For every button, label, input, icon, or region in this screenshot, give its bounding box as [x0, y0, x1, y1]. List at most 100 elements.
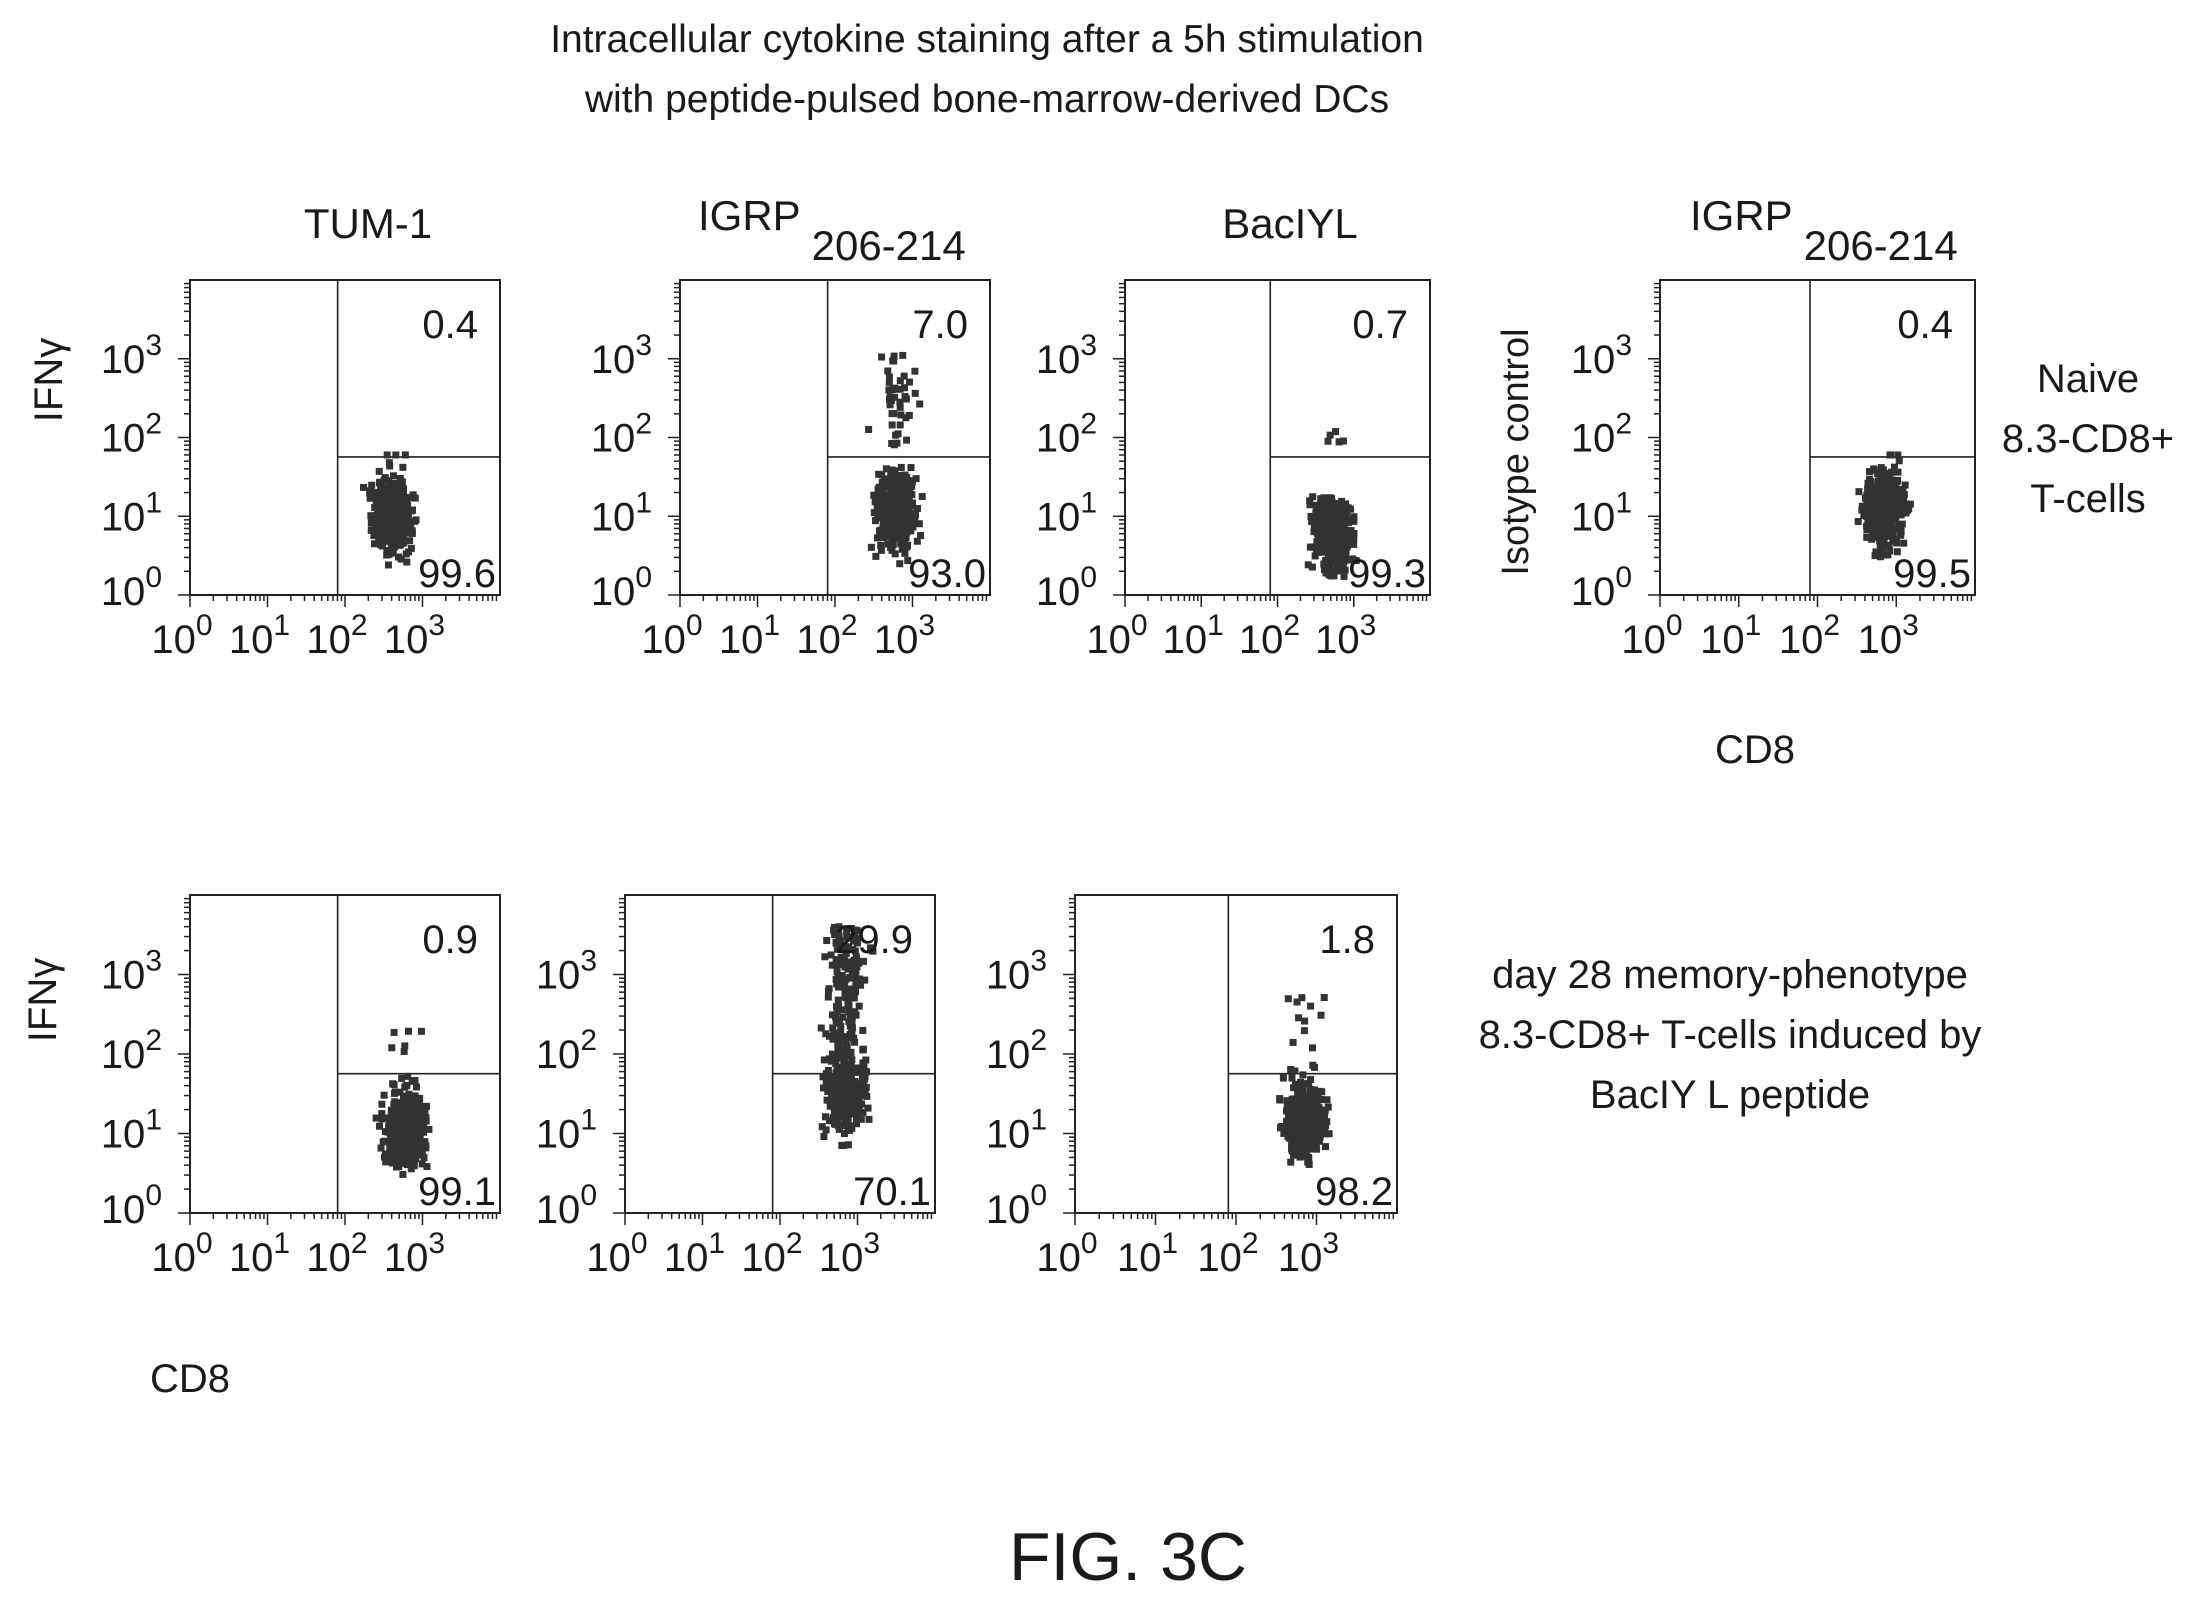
event-dot [1317, 1011, 1325, 1019]
event-dot [847, 1080, 855, 1088]
event-dot [397, 1159, 405, 1167]
event-dot [1874, 470, 1882, 478]
event-dot [387, 1131, 395, 1139]
event-dot [1888, 489, 1896, 497]
event-dot [1902, 509, 1910, 517]
y-tick-label: 100 [101, 561, 162, 614]
event-dot [1349, 555, 1357, 563]
figure-title-line2: with peptide-pulsed bone-marrow-derived … [584, 78, 1389, 121]
event-dot [403, 1081, 411, 1089]
event-dot [1299, 1085, 1307, 1093]
event-dot [901, 538, 909, 546]
event-dot [1313, 523, 1321, 531]
event-dot [1292, 1082, 1300, 1090]
event-dot [1332, 428, 1340, 436]
y-tick-label: 101 [986, 1104, 1047, 1157]
event-dot [1283, 1097, 1291, 1105]
event-dot [1316, 1095, 1324, 1103]
x-tick-label: 100 [151, 1227, 212, 1280]
event-dot [1297, 1121, 1305, 1129]
event-dot [1291, 1138, 1299, 1146]
event-dot [398, 518, 406, 526]
event-dot [422, 1114, 430, 1122]
event-dot [1288, 1140, 1296, 1148]
event-dot [1319, 541, 1327, 549]
event-dot [390, 1089, 398, 1097]
event-dot [383, 1128, 391, 1136]
quadrant-lower-right-value: 99.5 [1893, 552, 1971, 596]
event-dot [838, 1082, 846, 1090]
event-dot [853, 939, 861, 947]
event-dot [906, 487, 914, 495]
event-dot [1289, 1112, 1297, 1120]
event-dot [900, 529, 908, 537]
event-dot [402, 1134, 410, 1142]
x-tick-label: 103 [1315, 609, 1376, 662]
event-dot [870, 509, 878, 517]
event-dot [913, 504, 921, 512]
event-dot [407, 1123, 415, 1131]
event-dot [863, 1092, 871, 1100]
event-dot [385, 499, 393, 507]
event-dot [878, 353, 886, 361]
event-dot [823, 1082, 831, 1090]
event-dot [1892, 525, 1900, 533]
event-dot [377, 1144, 385, 1152]
event-dot [818, 1123, 826, 1131]
event-dot [886, 532, 894, 540]
event-dot [847, 1060, 855, 1068]
event-dot [834, 996, 842, 1004]
event-dot [1305, 1107, 1313, 1115]
event-dot [903, 543, 911, 551]
event-dot [833, 968, 841, 976]
event-dot [381, 514, 389, 522]
event-dot [896, 385, 904, 393]
event-dot [1330, 518, 1338, 526]
event-dot [1288, 1145, 1296, 1153]
y-tick-label: 103 [1571, 329, 1632, 382]
event-dot [887, 494, 895, 502]
event-dot [859, 1108, 867, 1116]
event-dot [903, 520, 911, 528]
event-dot [400, 500, 408, 508]
event-dot [411, 1092, 419, 1100]
event-dot [1894, 451, 1902, 459]
event-dot [1866, 468, 1874, 476]
event-dot [389, 1148, 397, 1156]
quadrant-lower-right-value: 99.1 [418, 1170, 496, 1214]
event-dot [400, 1111, 408, 1119]
event-dot [390, 1028, 398, 1036]
event-dot [1350, 534, 1358, 542]
event-dot [1312, 1088, 1320, 1096]
event-dot [1341, 518, 1349, 526]
column-label-igrp-sub: 206-214 [812, 222, 966, 269]
event-dot [857, 981, 865, 989]
event-dot [832, 1013, 840, 1021]
event-dot [887, 516, 895, 524]
x-axis-title-panel4: CD8 [1715, 728, 1795, 772]
event-dot [1326, 527, 1334, 535]
event-dot [389, 480, 397, 488]
event-dot [1341, 510, 1349, 518]
event-dot [399, 532, 407, 540]
event-dot [1344, 504, 1352, 512]
event-dot [1312, 1145, 1320, 1153]
event-dot [396, 502, 404, 510]
event-dot [1880, 538, 1888, 546]
event-dot [833, 945, 841, 953]
event-dot [1286, 1134, 1294, 1142]
quadrant-lower-right-value: 99.3 [1348, 552, 1426, 596]
event-dot [1311, 552, 1319, 560]
event-dot [406, 537, 414, 545]
event-dot [885, 386, 893, 394]
event-dot [828, 1050, 836, 1058]
event-dot [367, 512, 375, 520]
event-dot [386, 508, 394, 516]
event-dot [838, 1006, 846, 1014]
event-dot [1890, 463, 1898, 471]
event-dot [1864, 516, 1872, 524]
event-dot [1892, 537, 1900, 545]
event-dot [1888, 468, 1896, 476]
event-dot [1315, 529, 1323, 537]
event-dot [406, 1118, 414, 1126]
